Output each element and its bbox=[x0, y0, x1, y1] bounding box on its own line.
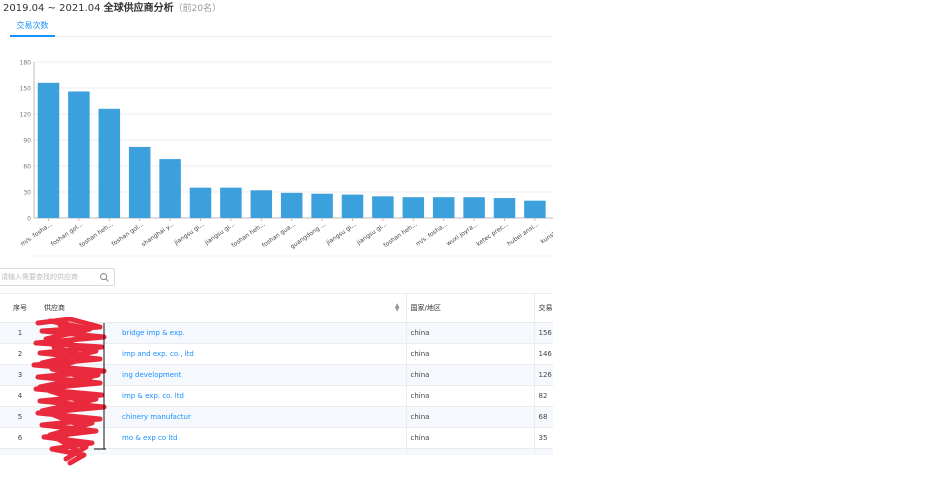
chart-bar bbox=[493, 198, 516, 218]
row-country: china bbox=[405, 322, 534, 344]
row-index: 3 bbox=[0, 364, 40, 386]
row-index: 2 bbox=[0, 343, 40, 365]
row-supplier: chinery manufactur bbox=[40, 406, 406, 428]
y-tick-label: 30 bbox=[23, 190, 31, 197]
row-country: china bbox=[405, 343, 534, 365]
chart-bar bbox=[159, 159, 181, 218]
date-range: 2019.04 ~ 2021.04 bbox=[3, 3, 101, 14]
tab-bar: 交易次数 bbox=[10, 17, 553, 37]
y-tick-label: 0 bbox=[27, 216, 31, 223]
table-row: 6 mo & exp co ltd china 35 bbox=[0, 427, 553, 449]
row-index bbox=[0, 448, 40, 455]
row-supplier: bridge imp & exp. bbox=[40, 322, 406, 344]
row-country bbox=[405, 448, 534, 455]
supplier-link[interactable]: imp & exp. co. ltd bbox=[122, 391, 184, 400]
chart-bar bbox=[341, 194, 364, 218]
table-row: 4 imp & exp. co. ltd china 82 bbox=[0, 385, 553, 407]
x-tick-label: foshan gol... bbox=[111, 221, 145, 248]
row-country: china bbox=[405, 427, 534, 449]
tab-transaction-count[interactable]: 交易次数 bbox=[10, 17, 55, 37]
column-header-country: 国家/地区 bbox=[405, 294, 534, 323]
row-country: china bbox=[405, 364, 534, 386]
column-header-supplier-label: 供应商 bbox=[44, 303, 65, 312]
y-tick-label: 60 bbox=[23, 164, 31, 171]
row-country: china bbox=[405, 385, 534, 407]
row-supplier: mo & exp co ltd bbox=[40, 427, 406, 449]
column-header-index: 序号 bbox=[0, 294, 40, 323]
chart-bar bbox=[189, 187, 212, 218]
x-tick-label: wuxi joyra... bbox=[445, 221, 479, 248]
x-tick-label: foshan heh... bbox=[78, 221, 114, 249]
x-tick-label: ketec prec... bbox=[475, 221, 509, 248]
x-tick-label: foshan heh... bbox=[382, 221, 418, 249]
row-count: 156 bbox=[533, 322, 553, 344]
x-tick-label: shanghai y... bbox=[140, 221, 175, 248]
column-header-supplier[interactable]: 供应商 ▲ ▼ bbox=[40, 294, 406, 323]
y-tick-label: 180 bbox=[20, 60, 32, 67]
chart-bar bbox=[372, 196, 394, 218]
y-tick-label: 150 bbox=[20, 86, 32, 93]
x-tick-label: kunshan ... bbox=[539, 221, 553, 246]
chart-bar bbox=[432, 197, 455, 218]
row-supplier: ing development bbox=[40, 364, 406, 386]
title-text: 全球供应商分析 bbox=[103, 3, 174, 14]
x-tick-label: jiangsu gi... bbox=[172, 221, 205, 247]
search-icon[interactable] bbox=[99, 272, 110, 283]
title-subtitle: （前20名） bbox=[173, 4, 222, 14]
table-row: 3 ing development china 126 bbox=[0, 364, 553, 386]
x-tick-label: m/s. fosha... bbox=[19, 221, 53, 248]
y-tick-label: 120 bbox=[20, 112, 32, 119]
table-row bbox=[0, 448, 553, 455]
chart-bar bbox=[463, 197, 485, 218]
chart-bar bbox=[37, 82, 60, 218]
row-index: 6 bbox=[0, 427, 40, 449]
row-supplier: imp & exp. co. ltd bbox=[40, 385, 406, 407]
row-index: 4 bbox=[0, 385, 40, 407]
row-count: 146 bbox=[533, 343, 553, 365]
row-index: 1 bbox=[0, 322, 40, 344]
chart-bar bbox=[402, 197, 425, 218]
sort-icon[interactable]: ▲ ▼ bbox=[394, 302, 400, 313]
page-title: 2019.04 ~ 2021.04 全球供应商分析（前20名） bbox=[3, 0, 221, 14]
row-count: 82 bbox=[533, 385, 553, 407]
chart-bar bbox=[280, 192, 303, 218]
row-count: 35 bbox=[533, 427, 553, 449]
supplier-link[interactable]: bridge imp & exp. bbox=[122, 328, 185, 337]
chart-bar bbox=[250, 190, 273, 218]
table-row: 2 imp and exp. co., ltd china 146 bbox=[0, 343, 553, 365]
search-input[interactable] bbox=[1, 270, 97, 284]
row-index: 5 bbox=[0, 406, 40, 428]
x-tick-label: m/s. fosha... bbox=[415, 221, 449, 248]
supplier-table: 序号 供应商 ▲ ▼ 国家/地区 交易 1 bridge imp & exp. c… bbox=[0, 293, 553, 455]
row-supplier bbox=[40, 448, 406, 455]
row-count: 126 bbox=[533, 364, 553, 386]
chart-bar bbox=[128, 146, 151, 218]
x-tick-label: jiangsu gi... bbox=[324, 221, 357, 247]
supplier-link[interactable]: imp and exp. co., ltd bbox=[122, 349, 194, 358]
bar-chart: 0 30 60 90 120 150 180 m/s. fosha... foshan gol.… bbox=[19, 60, 553, 257]
y-tick-label: 90 bbox=[23, 138, 31, 145]
row-supplier: imp and exp. co., ltd bbox=[40, 343, 406, 365]
supplier-link[interactable]: mo & exp co ltd bbox=[122, 433, 178, 442]
chart-bar bbox=[68, 91, 90, 218]
chart-bar bbox=[524, 200, 546, 218]
row-country: china bbox=[405, 406, 534, 428]
search-box bbox=[0, 268, 115, 286]
row-count bbox=[533, 448, 553, 455]
x-tick-label: hubei ansi... bbox=[506, 221, 540, 248]
table-header-row: 序号 供应商 ▲ ▼ 国家/地区 交易 bbox=[0, 294, 553, 323]
supplier-link[interactable]: chinery manufactur bbox=[122, 412, 191, 421]
chart-bar bbox=[220, 187, 242, 218]
column-header-count: 交易 bbox=[533, 294, 553, 323]
table-row: 5 chinery manufactur china 68 bbox=[0, 406, 553, 428]
table-row: 1 bridge imp & exp. china 156 bbox=[0, 322, 553, 344]
chart-bar bbox=[98, 108, 121, 218]
chart-bar bbox=[311, 193, 333, 218]
supplier-link[interactable]: ing development bbox=[122, 370, 182, 379]
row-count: 68 bbox=[533, 406, 553, 428]
